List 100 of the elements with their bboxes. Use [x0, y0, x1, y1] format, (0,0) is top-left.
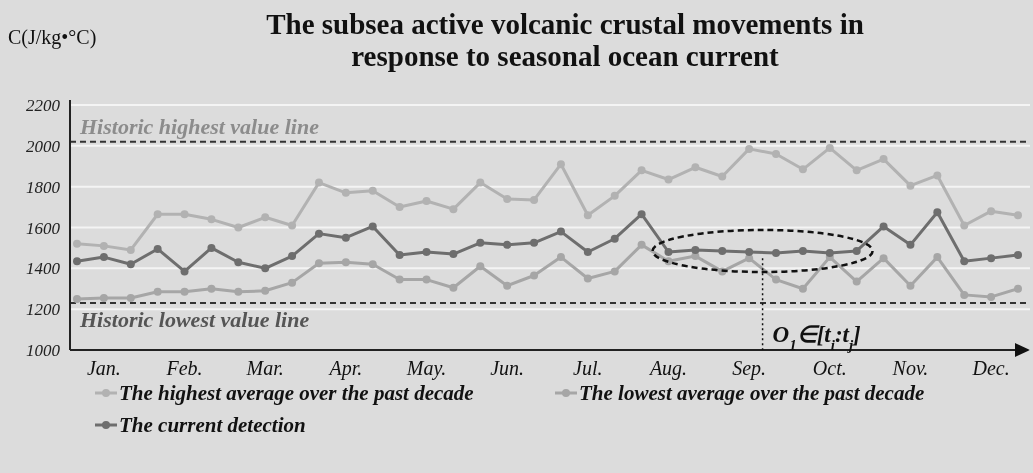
point — [422, 275, 431, 284]
point — [234, 287, 243, 296]
point — [530, 238, 539, 247]
point — [583, 248, 592, 256]
ref-line-label: Historic lowest value line — [79, 307, 310, 333]
x-tick-label: Sep. — [732, 357, 767, 380]
point — [637, 210, 646, 219]
point — [530, 195, 539, 204]
point — [180, 287, 189, 296]
point — [933, 171, 942, 180]
point — [852, 166, 861, 175]
point — [772, 275, 781, 284]
point — [503, 240, 512, 249]
x-tick-label: Apr. — [327, 357, 363, 380]
point — [798, 165, 807, 174]
point — [933, 253, 942, 262]
point — [395, 275, 404, 284]
point — [73, 294, 81, 303]
point — [1014, 211, 1022, 220]
point — [153, 244, 162, 253]
point — [180, 210, 189, 219]
x-tick-label: Aug. — [647, 357, 688, 380]
point — [288, 278, 297, 287]
point — [583, 211, 592, 220]
point — [73, 239, 81, 248]
point — [234, 258, 243, 267]
point — [933, 208, 942, 217]
point — [987, 292, 996, 301]
point — [126, 293, 135, 302]
x-tick-label: Mar. — [245, 357, 284, 379]
point — [879, 155, 888, 164]
point — [99, 293, 108, 302]
point — [476, 262, 485, 271]
point — [126, 245, 135, 254]
point — [530, 271, 539, 280]
point — [153, 287, 162, 296]
point — [449, 205, 458, 214]
point — [99, 253, 108, 262]
point — [556, 160, 565, 169]
point — [126, 260, 135, 269]
point — [745, 248, 754, 256]
y-tick-label: 2200 — [26, 96, 61, 115]
point — [261, 213, 270, 222]
chart-title: The subsea active volcanic crustal movements in response to seasonal ocean current — [266, 8, 864, 72]
legend-label: The current detection — [119, 413, 306, 437]
point — [637, 166, 646, 175]
point — [906, 240, 915, 249]
point — [610, 234, 619, 243]
point — [234, 223, 243, 232]
point — [476, 178, 485, 187]
point — [798, 284, 807, 293]
point — [718, 172, 727, 181]
point — [987, 207, 996, 216]
point — [610, 191, 619, 200]
point — [960, 257, 969, 266]
point — [207, 284, 216, 293]
point — [879, 222, 888, 231]
point — [610, 267, 619, 276]
point — [556, 227, 565, 236]
point — [314, 178, 323, 187]
point — [1014, 251, 1022, 260]
point — [691, 163, 700, 172]
y-tick-label: 2000 — [26, 136, 61, 156]
point — [73, 257, 81, 266]
point — [852, 246, 861, 255]
point — [449, 283, 458, 292]
legend-label: The lowest average over the past decade — [579, 381, 925, 405]
point — [341, 233, 350, 242]
point — [207, 243, 216, 252]
x-tick-label: Jan. — [86, 357, 121, 379]
point — [422, 196, 431, 205]
point — [718, 246, 727, 255]
y-tick-label: 1000 — [26, 341, 61, 360]
point — [852, 277, 861, 286]
y-tick-label: 1400 — [26, 259, 61, 279]
point — [556, 253, 565, 262]
point — [476, 238, 485, 247]
point — [395, 251, 404, 260]
point — [314, 259, 323, 268]
point — [422, 248, 431, 256]
point — [288, 221, 297, 230]
point — [772, 249, 781, 258]
point — [798, 246, 807, 255]
point — [745, 144, 754, 153]
point — [825, 249, 834, 258]
point — [637, 240, 646, 249]
point — [960, 221, 969, 230]
y-axis-title: C(J/kg•°C) — [8, 26, 97, 49]
point — [1014, 284, 1022, 293]
point — [288, 252, 297, 261]
point — [960, 290, 969, 299]
point — [341, 188, 350, 197]
x-tick-label: Dec. — [971, 357, 1010, 379]
point — [503, 194, 512, 203]
point — [99, 241, 108, 250]
point — [395, 203, 404, 212]
x-tick-label: Jun. — [490, 357, 525, 379]
x-tick-label: Feb. — [165, 357, 203, 379]
legend-label: The highest average over the past decade — [119, 381, 474, 405]
ref-line-label: Historic highest value line — [79, 113, 320, 139]
